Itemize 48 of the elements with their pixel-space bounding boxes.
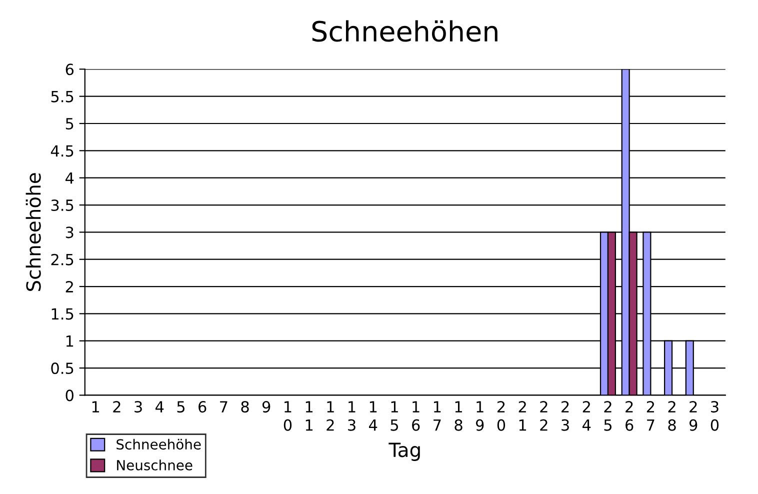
y-tick-label: 4.5: [50, 145, 74, 157]
x-tick-label: 2: [113, 401, 120, 412]
x-tick-label: 4: [156, 401, 164, 412]
x-tick-label: 26: [626, 401, 634, 431]
x-tick-label: 16: [412, 401, 420, 431]
y-tick-label: 5: [66, 118, 74, 130]
x-tick-label: 3: [134, 401, 142, 413]
x-tick-label: 5: [177, 401, 184, 413]
x-tick-label: 27: [646, 401, 654, 431]
x-tick-label: 21: [518, 401, 526, 431]
y-tick-label: 4: [66, 172, 74, 184]
x-tick-label: 8: [241, 401, 249, 413]
x-tick-label: 22: [540, 401, 548, 431]
y-tick-label: 3: [66, 226, 74, 238]
x-tick-label: 1 2: [326, 401, 334, 431]
legend-label: Neuschnee: [117, 460, 192, 470]
x-tick-label: 14: [369, 401, 378, 431]
x-tick-label: 18: [454, 401, 462, 431]
y-axis-title: Schneehöhe: [26, 173, 41, 291]
legend-label: Schneehöhe: [116, 438, 201, 450]
x-tick-label: 24: [582, 401, 591, 431]
x-tick-label: 1: [92, 401, 100, 412]
x-tick-label: 9: [262, 401, 270, 413]
y-tick-label: 3.5: [51, 199, 74, 212]
x-axis-title: Tag: [388, 442, 420, 461]
x-tick-label: 15: [390, 401, 398, 431]
x-tick-label: 6: [198, 401, 206, 413]
x-tick-label: 25: [604, 401, 612, 431]
x-tick-label: 20: [497, 401, 506, 431]
x-tick-label: 13: [348, 401, 356, 431]
y-tick-label: 6: [66, 64, 74, 76]
y-tick-label: 0: [66, 390, 74, 402]
y-tick-label: 2: [66, 280, 73, 292]
x-tick-label: 7: [220, 401, 228, 412]
x-tick-label: 10: [284, 401, 292, 431]
x-tick-label: 23: [562, 401, 569, 431]
x-tick-label: 17: [434, 401, 441, 431]
x-tick-label: 29: [689, 401, 698, 431]
x-tick-label: 11: [306, 401, 313, 431]
y-tick-label: 5.5: [51, 90, 74, 102]
chart-title: Schneehöhen: [312, 20, 498, 42]
y-tick-label: 1: [66, 336, 74, 347]
x-tick-label: 28: [668, 401, 676, 431]
x-tick-label: 30: [710, 401, 719, 431]
y-tick-label: 2.5: [51, 254, 74, 266]
x-tick-label: 19: [476, 401, 484, 431]
y-tick-label: 0.5: [51, 362, 74, 374]
y-tick-label: 1.5: [52, 308, 74, 320]
